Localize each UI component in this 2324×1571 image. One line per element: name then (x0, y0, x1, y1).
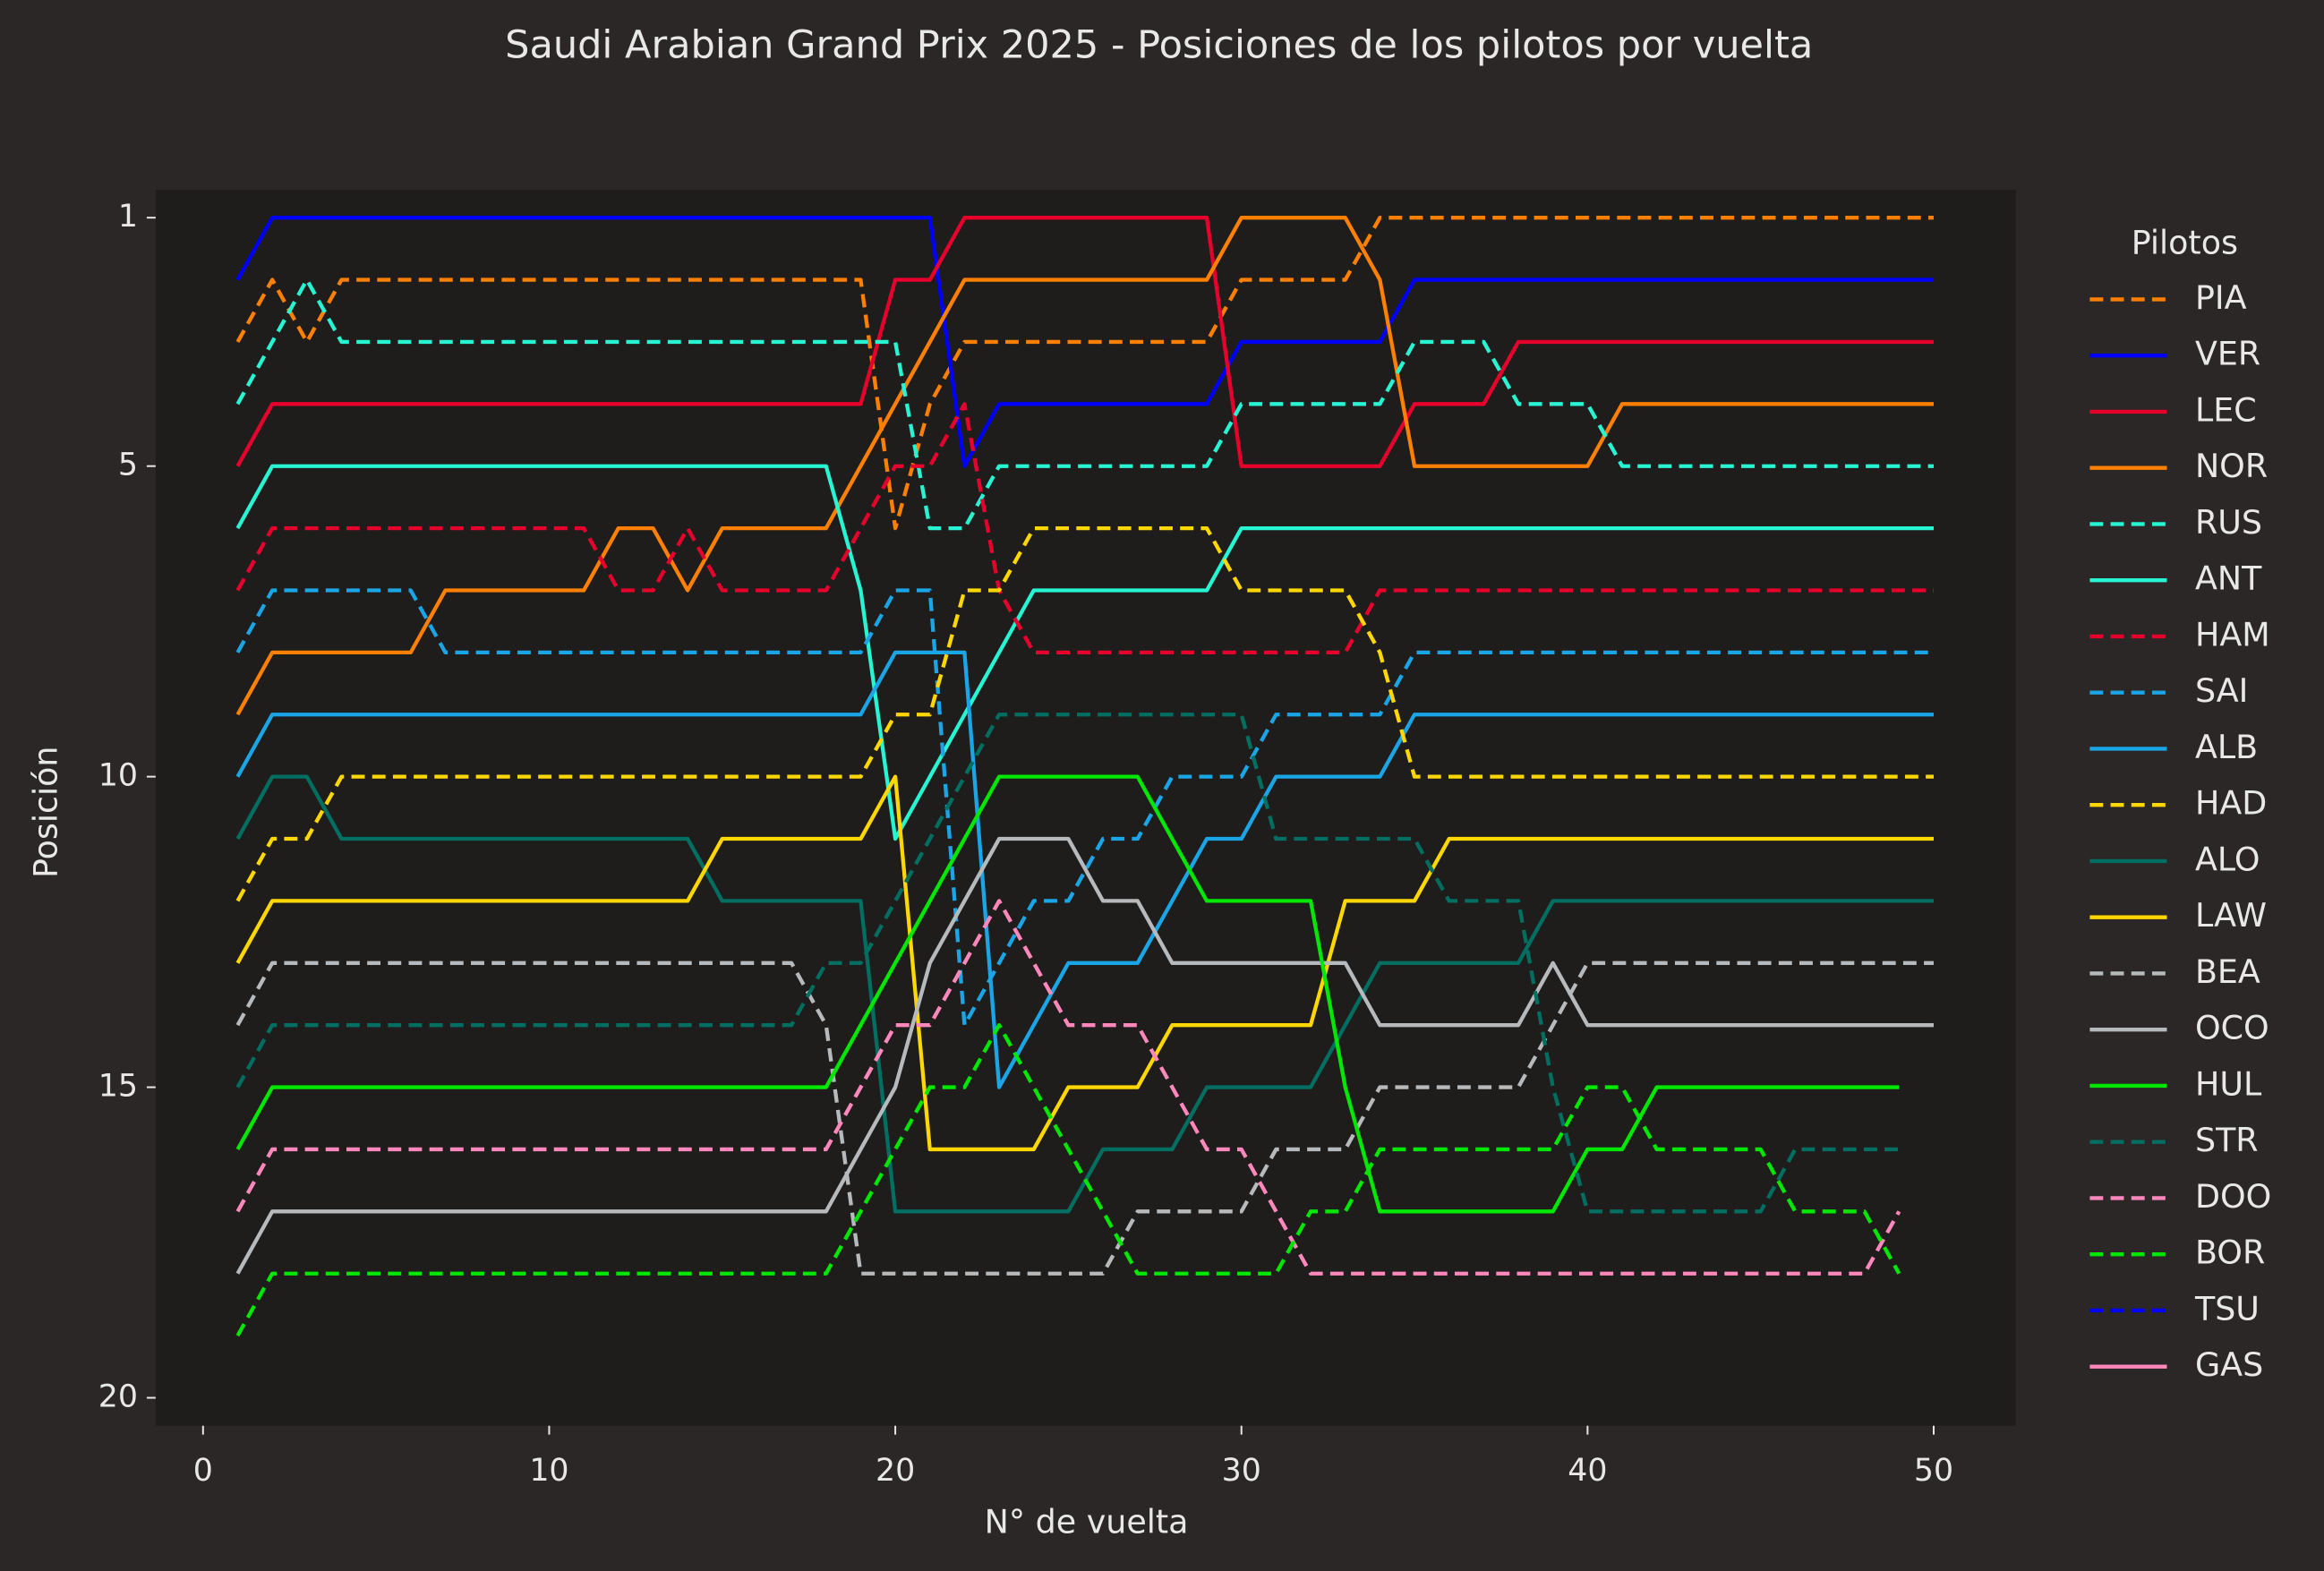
driver-line (235, 277, 1934, 531)
legend-title: Pilotos (2132, 224, 2238, 262)
driver-line (235, 650, 1934, 1089)
legend-label: HUL (2195, 1064, 2262, 1103)
legend-label: TSU (2194, 1289, 2260, 1328)
x-tick-label: 10 (529, 1453, 568, 1489)
legend-label: STR (2195, 1121, 2259, 1159)
y-tick-label: 15 (98, 1069, 138, 1105)
driver-line (235, 774, 1934, 1152)
legend-label: BEA (2195, 952, 2260, 991)
y-tick-label: 5 (118, 448, 138, 483)
legend-label: SAI (2195, 671, 2248, 710)
chart-title: Saudi Arabian Grand Prix 2025 - Posicion… (505, 23, 1813, 68)
x-tick-label: 20 (876, 1453, 915, 1489)
driver-line (235, 961, 1934, 1276)
legend-label: ANT (2195, 559, 2262, 598)
y-tick-label: 20 (98, 1379, 138, 1415)
legend-label: ALB (2195, 728, 2258, 766)
x-tick-label: 40 (1568, 1453, 1607, 1489)
legend-label: PIA (2195, 278, 2247, 317)
y-tick-label: 1 (118, 199, 138, 235)
legend-label: LAW (2195, 896, 2267, 935)
legend-label: OCO (2195, 1009, 2269, 1047)
legend-label: DOO (2195, 1177, 2271, 1216)
x-tick-label: 30 (1222, 1453, 1261, 1489)
y-axis-title: Posición (26, 747, 64, 879)
plot-background (155, 189, 2016, 1426)
driver-line (235, 216, 1934, 468)
driver-line (235, 402, 1934, 655)
x-axis-title: N° de vuelta (985, 1502, 1189, 1541)
driver-line (235, 1023, 1901, 1337)
legend-label: VER (2195, 335, 2260, 373)
x-tick-label: 0 (193, 1453, 213, 1489)
legend-label: GAS (2195, 1345, 2263, 1384)
legend-label: NOR (2195, 447, 2268, 485)
legend-label: HAD (2195, 784, 2267, 823)
legend-label: RUS (2195, 503, 2262, 542)
driver-line (235, 713, 1900, 1214)
legend-label: HAM (2195, 615, 2270, 653)
legend-label: LEC (2195, 390, 2257, 429)
driver-line (235, 464, 1934, 841)
driver-line (235, 836, 1934, 1275)
driver-line (235, 588, 1934, 1028)
driver-line (235, 525, 1934, 902)
legend-label: BOR (2195, 1234, 2265, 1272)
x-tick-label: 50 (1914, 1453, 1953, 1489)
legend-label: ALO (2195, 840, 2260, 878)
driver-line (235, 216, 1934, 531)
driver-line (235, 774, 1900, 1214)
driver-line (235, 216, 1934, 468)
y-tick-label: 10 (98, 758, 138, 794)
driver-line (235, 899, 1901, 1276)
driver-line (235, 216, 1934, 716)
